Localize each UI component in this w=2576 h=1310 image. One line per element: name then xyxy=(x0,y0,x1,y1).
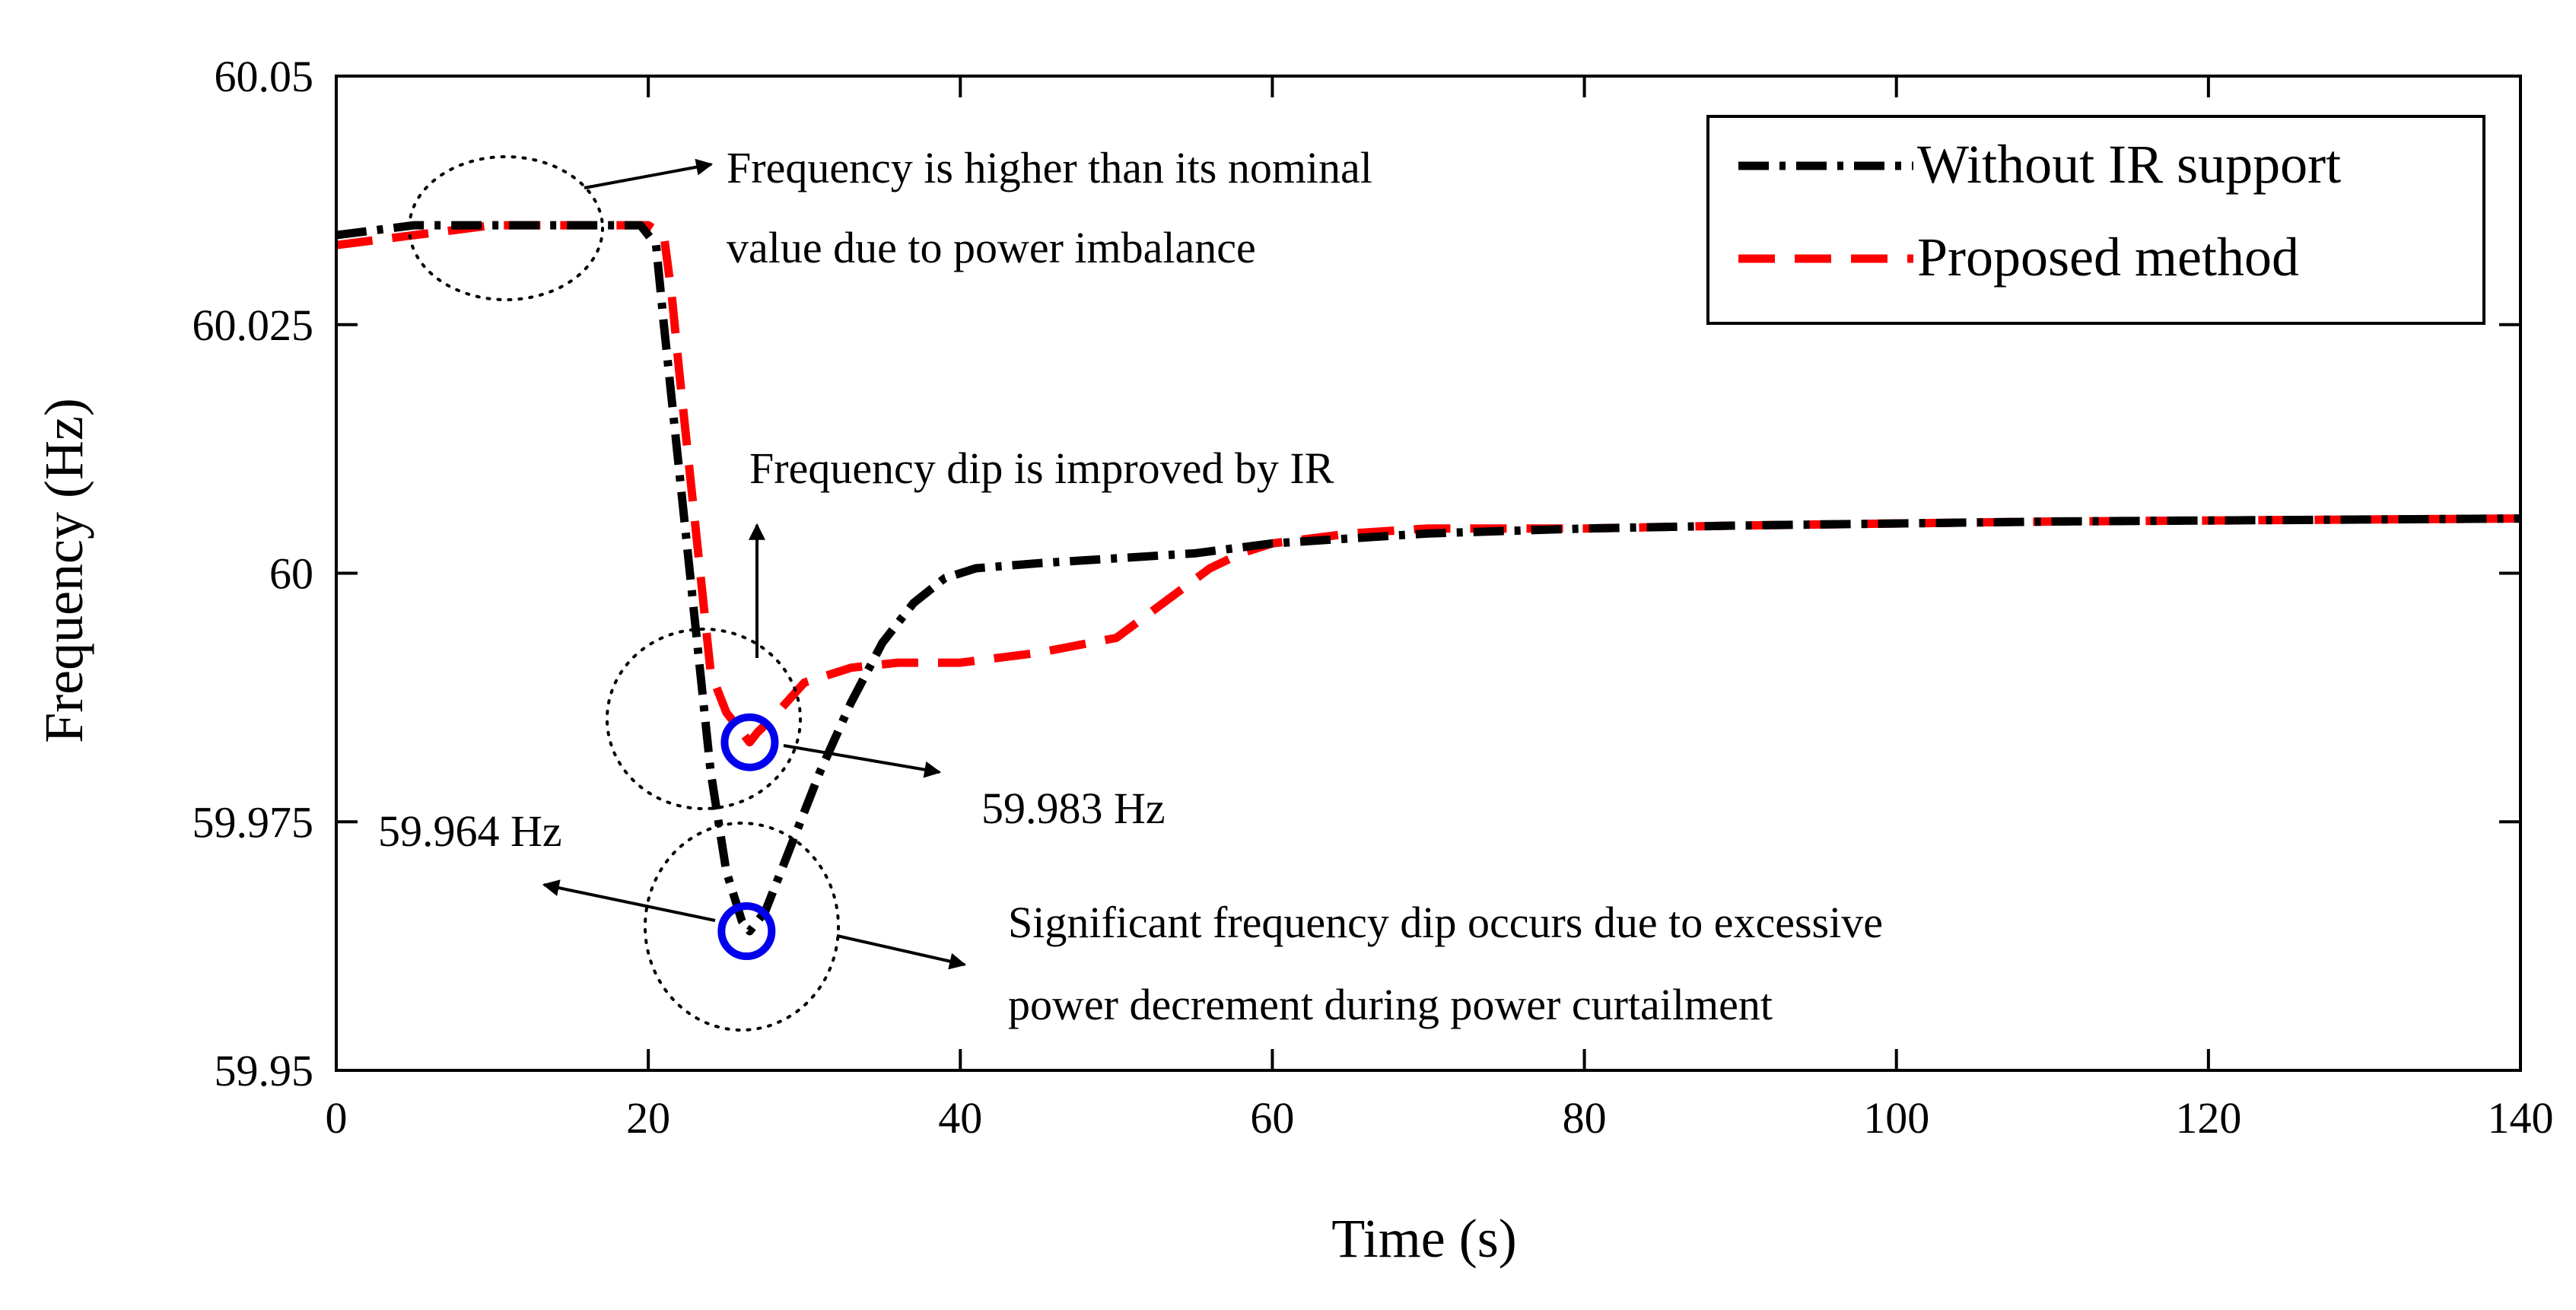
y-tick-label-4: 60.05 xyxy=(215,52,314,101)
ellipse-proposed-dip xyxy=(606,628,802,810)
x-tick-label-4: 80 xyxy=(1563,1093,1607,1143)
x-tick-label-2: 40 xyxy=(938,1093,982,1143)
annotation-texts: Frequency is higher than its nominal val… xyxy=(378,143,1883,1029)
annotation-improved-line-1: Frequency dip is improved by IR xyxy=(749,444,1334,493)
ellipse-higher xyxy=(408,155,604,301)
series-line-0 xyxy=(336,221,2521,936)
y-tick-label-1: 59.975 xyxy=(192,797,314,847)
y-tick-label-3: 60.025 xyxy=(192,300,314,350)
label-59-983: 59.983 Hz xyxy=(981,784,1166,833)
arrow-higher xyxy=(584,158,714,189)
x-tick-label-5: 100 xyxy=(1863,1093,1929,1143)
annotation-higher-line-1: Frequency is higher than its nominal xyxy=(727,143,1372,192)
annotation-higher-line-2: value due to power imbalance xyxy=(727,223,1256,272)
y-tick-label-0: 59.95 xyxy=(215,1046,314,1095)
annotation-significant-line-2: power decrement during power curtailment xyxy=(1008,980,1773,1029)
x-tick-label-6: 120 xyxy=(2175,1093,2241,1143)
arrow-without-value xyxy=(542,879,716,922)
annotation-significant-line-1: Significant frequency dip occurs due to … xyxy=(1008,898,1883,947)
y-axis-title: Frequency (Hz) xyxy=(33,398,94,743)
series-layer xyxy=(336,221,2521,936)
label-59-964: 59.964 Hz xyxy=(378,806,562,856)
annotation-graphics xyxy=(408,155,967,1032)
legend-box xyxy=(1706,115,2485,325)
axes-frame xyxy=(335,75,2522,1072)
marker-dip-without-ir xyxy=(717,902,776,961)
x-tick-label-0: 0 xyxy=(326,1093,348,1143)
tick-labels: 0 20 40 60 80 100 120 140 59.95 59.975 60 60.025 60.… xyxy=(192,52,2554,1143)
x-tick-label-1: 20 xyxy=(626,1093,670,1143)
legend-label-without-ir: Without IR support xyxy=(1917,134,2341,195)
y-tick-label-2: 60 xyxy=(269,549,313,599)
x-tick-label-7: 140 xyxy=(2488,1093,2554,1143)
ellipse-without-dip xyxy=(644,822,840,1032)
legend-label-proposed: Proposed method xyxy=(1917,227,2299,288)
marker-dip-proposed xyxy=(720,713,779,771)
legend: Without IR support Proposed method xyxy=(1706,115,2485,325)
dip-markers xyxy=(717,713,779,961)
x-tick-label-3: 60 xyxy=(1250,1093,1294,1143)
x-axis-title: Time (s) xyxy=(1331,1208,1516,1269)
arrow-significant xyxy=(836,934,967,970)
arrow-proposed-value xyxy=(783,744,942,778)
